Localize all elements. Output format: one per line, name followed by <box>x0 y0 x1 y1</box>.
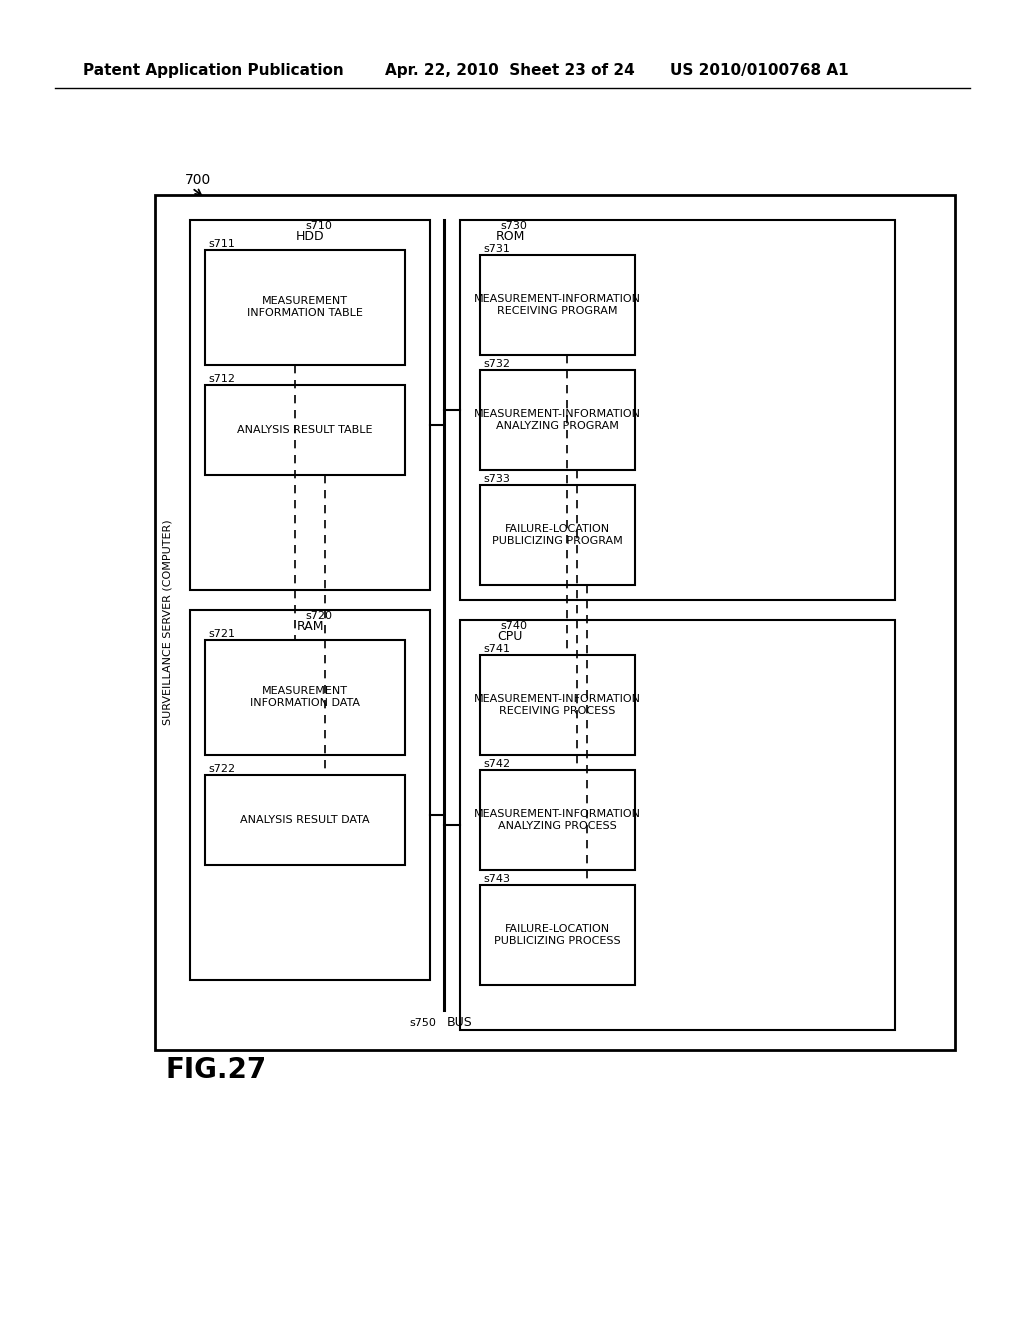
Text: RAM: RAM <box>296 620 324 634</box>
Text: s732: s732 <box>483 359 510 370</box>
Text: MEASUREMENT-INFORMATION
RECEIVING PROGRAM: MEASUREMENT-INFORMATION RECEIVING PROGRA… <box>473 294 640 315</box>
Bar <box>205 249 406 366</box>
Text: Apr. 22, 2010  Sheet 23 of 24: Apr. 22, 2010 Sheet 23 of 24 <box>385 62 635 78</box>
Text: s730: s730 <box>500 220 527 231</box>
Text: MEASUREMENT-INFORMATION
RECEIVING PROCESS: MEASUREMENT-INFORMATION RECEIVING PROCES… <box>473 694 640 715</box>
Bar <box>480 484 635 585</box>
Text: CPU: CPU <box>498 631 522 644</box>
Text: s733: s733 <box>483 474 510 484</box>
Bar <box>480 655 635 755</box>
Bar <box>205 640 406 755</box>
Text: s710: s710 <box>305 220 332 231</box>
Text: s720: s720 <box>305 611 332 620</box>
Text: ROM: ROM <box>496 231 524 243</box>
Bar <box>205 385 406 475</box>
Text: Patent Application Publication: Patent Application Publication <box>83 62 344 78</box>
Text: s743: s743 <box>483 874 510 884</box>
Text: ANALYSIS RESULT DATA: ANALYSIS RESULT DATA <box>241 814 370 825</box>
Text: FAILURE-LOCATION
PUBLICIZING PROGRAM: FAILURE-LOCATION PUBLICIZING PROGRAM <box>492 524 623 545</box>
Text: s721: s721 <box>208 630 234 639</box>
Text: SURVEILLANCE SERVER (COMPUTER): SURVEILLANCE SERVER (COMPUTER) <box>163 519 173 725</box>
Bar <box>480 884 635 985</box>
Bar <box>190 220 430 590</box>
Text: HDD: HDD <box>296 231 325 243</box>
Text: s711: s711 <box>208 239 234 249</box>
Text: s722: s722 <box>208 764 236 774</box>
Text: MEASUREMENT-INFORMATION
ANALYZING PROCESS: MEASUREMENT-INFORMATION ANALYZING PROCES… <box>473 809 640 830</box>
Text: 700: 700 <box>185 173 211 187</box>
Text: FIG.27: FIG.27 <box>165 1056 266 1084</box>
Bar <box>460 220 895 601</box>
Text: s740: s740 <box>500 620 527 631</box>
Text: MEASUREMENT
INFORMATION TABLE: MEASUREMENT INFORMATION TABLE <box>247 296 362 318</box>
Text: BUS: BUS <box>447 1016 473 1030</box>
Text: MEASUREMENT
INFORMATION DATA: MEASUREMENT INFORMATION DATA <box>250 686 360 708</box>
Bar <box>205 775 406 865</box>
Text: s731: s731 <box>483 244 510 253</box>
Bar <box>460 620 895 1030</box>
Text: s712: s712 <box>208 374 234 384</box>
Bar <box>155 195 955 1049</box>
Bar <box>480 370 635 470</box>
Text: s750: s750 <box>410 1018 436 1028</box>
Text: s741: s741 <box>483 644 510 653</box>
Text: s742: s742 <box>483 759 510 770</box>
Bar <box>190 610 430 979</box>
Text: FAILURE-LOCATION
PUBLICIZING PROCESS: FAILURE-LOCATION PUBLICIZING PROCESS <box>494 924 621 946</box>
Text: US 2010/0100768 A1: US 2010/0100768 A1 <box>670 62 849 78</box>
Text: ANALYSIS RESULT TABLE: ANALYSIS RESULT TABLE <box>238 425 373 436</box>
Bar <box>480 770 635 870</box>
Text: MEASUREMENT-INFORMATION
ANALYZING PROGRAM: MEASUREMENT-INFORMATION ANALYZING PROGRA… <box>473 409 640 430</box>
Bar <box>480 255 635 355</box>
